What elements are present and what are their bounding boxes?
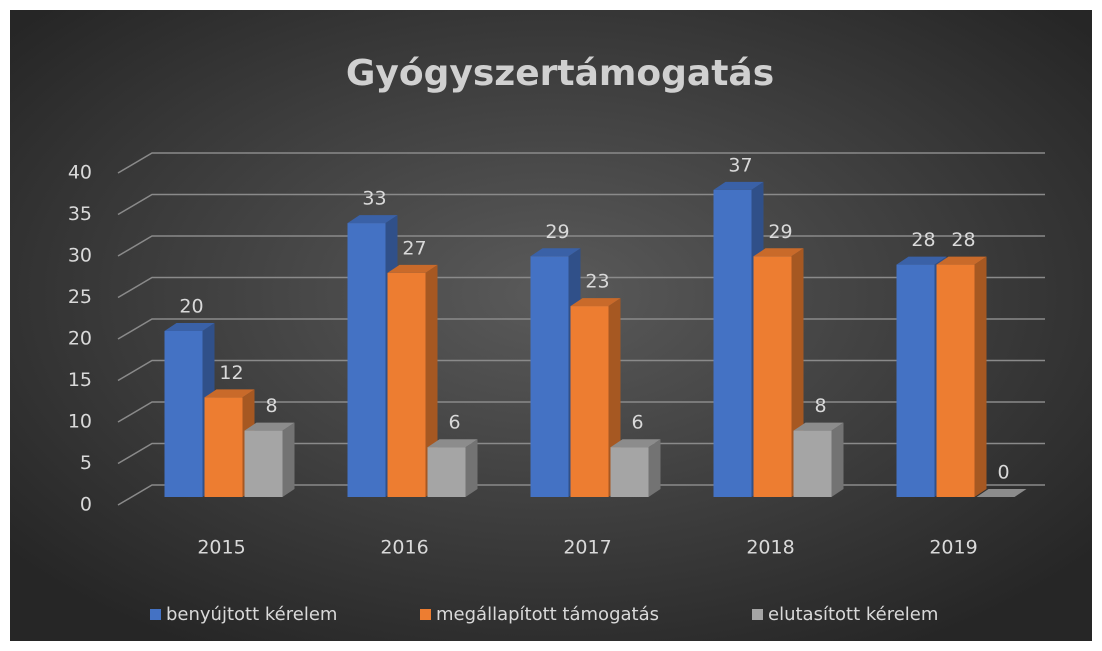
value-label: 29 [545,221,569,243]
y-tick-label: 15 [68,369,92,391]
bar-top [164,323,215,331]
bar-side [831,422,844,497]
value-label: 0 [997,462,1009,484]
bar-front [753,256,792,497]
bar-front [793,430,832,497]
x-tick-label: 2016 [380,537,428,559]
bar-top [427,439,478,448]
y-tick-label: 0 [80,494,92,516]
legend-swatch [752,609,763,620]
bar [936,256,987,497]
bar-front [204,397,243,497]
bar-top [896,256,947,265]
value-label: 29 [768,221,792,243]
legend-label: benyújtott kérelem [166,604,337,625]
bar-front [570,306,609,497]
bar-front [427,447,466,497]
value-label: 20 [179,296,203,318]
legend-label: megállapított támogatás [436,604,659,625]
bar-side [425,264,438,497]
bar-top [244,422,295,431]
bar-top [753,248,804,257]
bar-top [387,264,438,273]
value-label: 6 [631,412,643,434]
value-label: 8 [265,395,277,417]
x-tick-label: 2018 [746,537,794,559]
bar-top [793,422,844,431]
bar-top [347,215,398,224]
y-tick-label: 5 [80,452,92,474]
bar-front [530,256,569,497]
y-tick-label: 25 [68,286,92,308]
bar [244,422,295,497]
bar-top [610,439,661,448]
legend-label: elutasított kérelem [768,604,938,625]
x-tick-label: 2017 [563,537,611,559]
bar-top [976,489,1027,497]
bar-front [347,223,386,497]
legend-swatch [150,609,161,620]
y-tick-label: 40 [68,162,92,184]
bar [204,389,255,497]
bar-top [530,248,581,257]
bar-top [713,181,764,190]
bar-front [936,264,975,497]
bar-front [164,331,203,497]
value-label: 8 [814,395,826,417]
bar-front [713,189,752,497]
x-tick-label: 2015 [197,537,245,559]
grid-line [117,152,1045,174]
value-label: 23 [585,271,609,293]
bar-front [610,447,649,497]
bar-front [244,430,283,497]
y-tick-label: 30 [68,245,92,267]
value-label: 6 [448,412,460,434]
y-tick-label: 20 [68,328,92,350]
value-label: 28 [911,229,935,251]
bar-side [465,439,478,497]
bar-top [204,389,255,398]
bar [793,422,844,497]
bar-front [387,272,426,497]
bar-top [936,256,987,265]
bar [427,439,478,497]
bar [387,264,438,497]
value-label: 12 [219,362,243,384]
value-label: 27 [402,237,426,259]
bar-side [974,256,987,497]
value-label: 33 [362,188,386,210]
bar-side [282,422,295,497]
bar-front [896,264,935,497]
bar-side [648,439,661,497]
bar [610,439,661,497]
x-tick-label: 2019 [929,537,977,559]
bar-top [570,298,621,307]
y-tick-label: 10 [68,411,92,433]
chart-title: Gyógyszertámogatás [346,53,774,94]
value-label: 37 [728,154,752,176]
y-tick-label: 35 [68,203,92,225]
legend-swatch [420,609,431,620]
bar [753,248,804,497]
value-label: 28 [951,229,975,251]
bar [976,489,1027,497]
